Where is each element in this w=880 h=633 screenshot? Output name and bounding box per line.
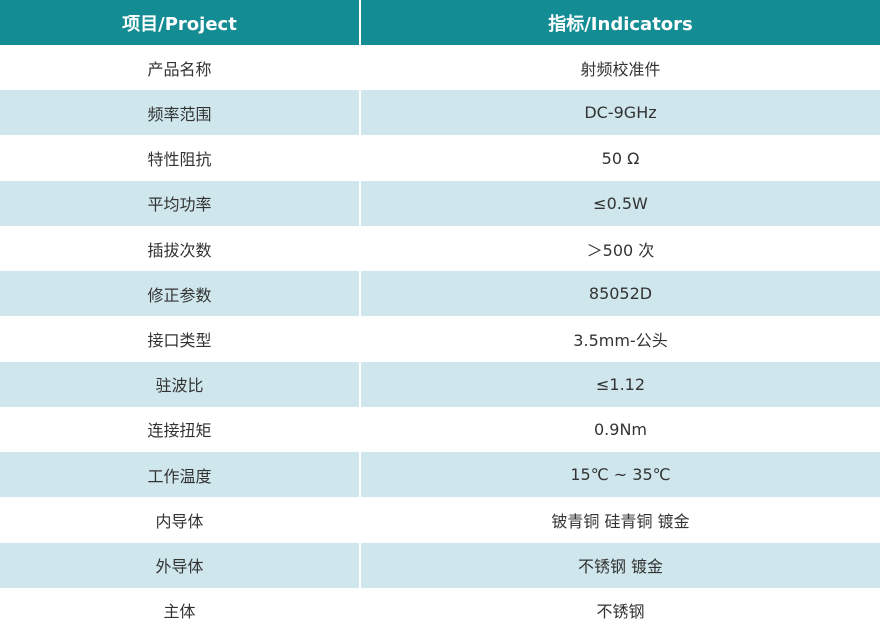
indicator-cell: 0.9Nm <box>594 419 647 439</box>
project-cell: 驻波比 <box>0 361 361 407</box>
table-row: 工作温度 15℃ ~ 35℃ <box>0 452 880 498</box>
indicator-cell: 不锈钢 <box>596 602 645 622</box>
project-cell: 平均功率 <box>0 180 361 226</box>
table-row: 插拔次数 ＞500 次 <box>0 225 880 272</box>
project-cell: 内导体 <box>0 497 361 543</box>
table-row: 修正参数 85052D <box>0 271 880 317</box>
indicator-cell: DC-9GHz <box>584 103 657 123</box>
project-cell: 插拔次数 <box>0 225 361 272</box>
table-row: 外导体 不锈钢 镀金 <box>0 542 880 588</box>
indicator-cell: ＞500 次 <box>586 240 655 260</box>
indicator-cell: ≤0.5W <box>593 193 648 213</box>
project-cell: 频率范围 <box>0 90 361 136</box>
project-cell: 特性阻抗 <box>0 135 361 181</box>
indicator-cell: ≤1.12 <box>595 374 646 394</box>
table-row: 频率范围 DC-9GHz <box>0 90 880 136</box>
table-row: 驻波比 ≤1.12 <box>0 361 880 407</box>
header-row: 项目/Project 指标/Indicators <box>0 0 880 45</box>
table-row: 主体 不锈钢 <box>0 587 880 633</box>
project-cell: 修正参数 <box>0 271 361 317</box>
indicator-cell: 85052D <box>588 284 653 304</box>
table-row: 特性阻抗 50 Ω <box>0 135 880 181</box>
indicator-cell: 50 Ω <box>601 148 640 168</box>
indicator-cell: 射频校准件 <box>580 59 661 79</box>
table-row: 内导体 铍青铜 硅青铜 镀金 <box>0 497 880 543</box>
project-cell: 连接扭矩 <box>0 406 361 453</box>
project-cell: 主体 <box>0 587 361 633</box>
indicator-cell: 不锈钢 镀金 <box>577 557 664 577</box>
project-cell: 接口类型 <box>0 316 361 362</box>
header-cell: 项目/Project <box>0 0 361 45</box>
table-row: 接口类型 3.5mm-公头 <box>0 316 880 362</box>
indicator-cell: 3.5mm-公头 <box>573 331 668 351</box>
indicator-cell: 铍青铜 硅青铜 镀金 <box>551 511 690 531</box>
indicator-cell: 15℃ ~ 35℃ <box>570 465 671 485</box>
table-row: 产品名称 射频校准件 <box>0 45 880 91</box>
project-cell: 工作温度 <box>0 452 361 498</box>
header-cell: 指标/Indicators <box>548 13 693 35</box>
table-row: 平均功率 ≤0.5W <box>0 180 880 226</box>
project-cell: 产品名称 <box>0 45 361 91</box>
table-row: 连接扭矩 0.9Nm <box>0 406 880 453</box>
project-cell: 外导体 <box>0 542 361 588</box>
